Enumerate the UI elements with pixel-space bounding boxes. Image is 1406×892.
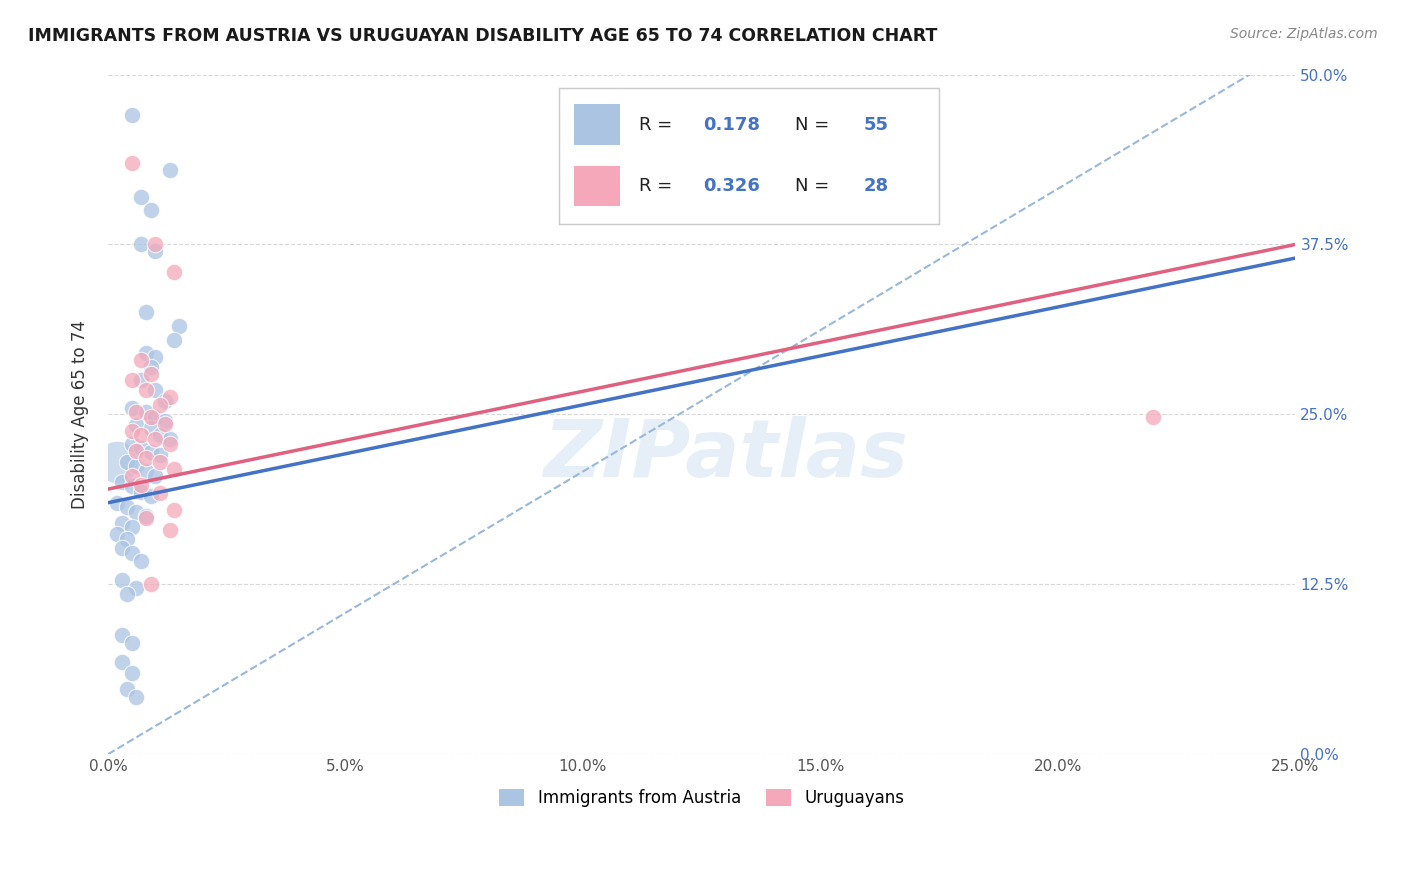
Point	[125, 458, 148, 473]
Point	[111, 573, 134, 587]
Point	[163, 461, 186, 475]
Point	[115, 455, 138, 469]
Point	[111, 516, 134, 530]
Text: Source: ZipAtlas.com: Source: ZipAtlas.com	[1230, 27, 1378, 41]
Point	[125, 444, 148, 458]
Point	[107, 455, 129, 469]
Point	[135, 404, 157, 418]
Point	[159, 390, 181, 404]
Point	[115, 533, 138, 547]
Point	[167, 318, 190, 333]
Point	[135, 383, 157, 397]
Point	[139, 577, 162, 591]
Point	[129, 353, 152, 368]
Y-axis label: Disability Age 65 to 74: Disability Age 65 to 74	[72, 320, 89, 508]
Point	[145, 410, 167, 425]
Point	[135, 509, 157, 524]
Point	[121, 520, 143, 534]
Point	[107, 527, 129, 541]
Point	[153, 414, 176, 428]
Point	[159, 432, 181, 446]
Point	[149, 455, 172, 469]
Point	[159, 523, 181, 537]
Point	[121, 156, 143, 170]
Point	[159, 162, 181, 177]
Point	[145, 432, 167, 446]
Point	[1142, 410, 1164, 425]
Point	[111, 541, 134, 555]
Point	[121, 373, 143, 387]
Point	[135, 450, 157, 465]
Point	[129, 442, 152, 456]
Point	[135, 465, 157, 479]
Point	[129, 427, 152, 442]
Point	[135, 346, 157, 360]
Point	[139, 489, 162, 503]
Point	[115, 681, 138, 696]
Point	[111, 475, 134, 490]
Point	[153, 417, 176, 431]
Point	[121, 401, 143, 415]
Point	[139, 445, 162, 459]
Point	[139, 410, 162, 425]
Point	[121, 636, 143, 650]
Point	[111, 627, 134, 641]
Point	[111, 655, 134, 669]
Text: IMMIGRANTS FROM AUSTRIA VS URUGUAYAN DISABILITY AGE 65 TO 74 CORRELATION CHART: IMMIGRANTS FROM AUSTRIA VS URUGUAYAN DIS…	[28, 27, 938, 45]
Point	[145, 244, 167, 259]
Point	[125, 404, 148, 418]
Point	[129, 484, 152, 499]
Point	[121, 546, 143, 560]
Point	[159, 437, 181, 451]
Point	[121, 424, 143, 438]
Point	[115, 500, 138, 514]
Text: ZIPatlas: ZIPatlas	[543, 417, 908, 494]
Point	[135, 305, 157, 319]
Legend: Immigrants from Austria, Uruguayans: Immigrants from Austria, Uruguayans	[492, 782, 911, 814]
Point	[149, 486, 172, 500]
Point	[135, 510, 157, 524]
Point	[145, 383, 167, 397]
Point	[121, 437, 143, 451]
Point	[149, 398, 172, 412]
Point	[125, 690, 148, 705]
Point	[125, 418, 148, 433]
Point	[145, 468, 167, 483]
Point	[129, 190, 152, 204]
Point	[153, 393, 176, 408]
Point	[139, 359, 162, 374]
Point	[129, 478, 152, 492]
Point	[145, 237, 167, 252]
Point	[149, 427, 172, 442]
Point	[163, 502, 186, 516]
Point	[145, 351, 167, 365]
Point	[121, 665, 143, 680]
Point	[129, 554, 152, 568]
Point	[139, 367, 162, 381]
Point	[139, 421, 162, 435]
Point	[149, 448, 172, 462]
Point	[121, 479, 143, 493]
Point	[129, 373, 152, 387]
Point	[163, 265, 186, 279]
Point	[115, 587, 138, 601]
Point	[121, 108, 143, 122]
Point	[107, 496, 129, 510]
Point	[125, 505, 148, 519]
Point	[121, 468, 143, 483]
Point	[129, 237, 152, 252]
Point	[125, 582, 148, 596]
Point	[139, 203, 162, 218]
Point	[163, 333, 186, 347]
